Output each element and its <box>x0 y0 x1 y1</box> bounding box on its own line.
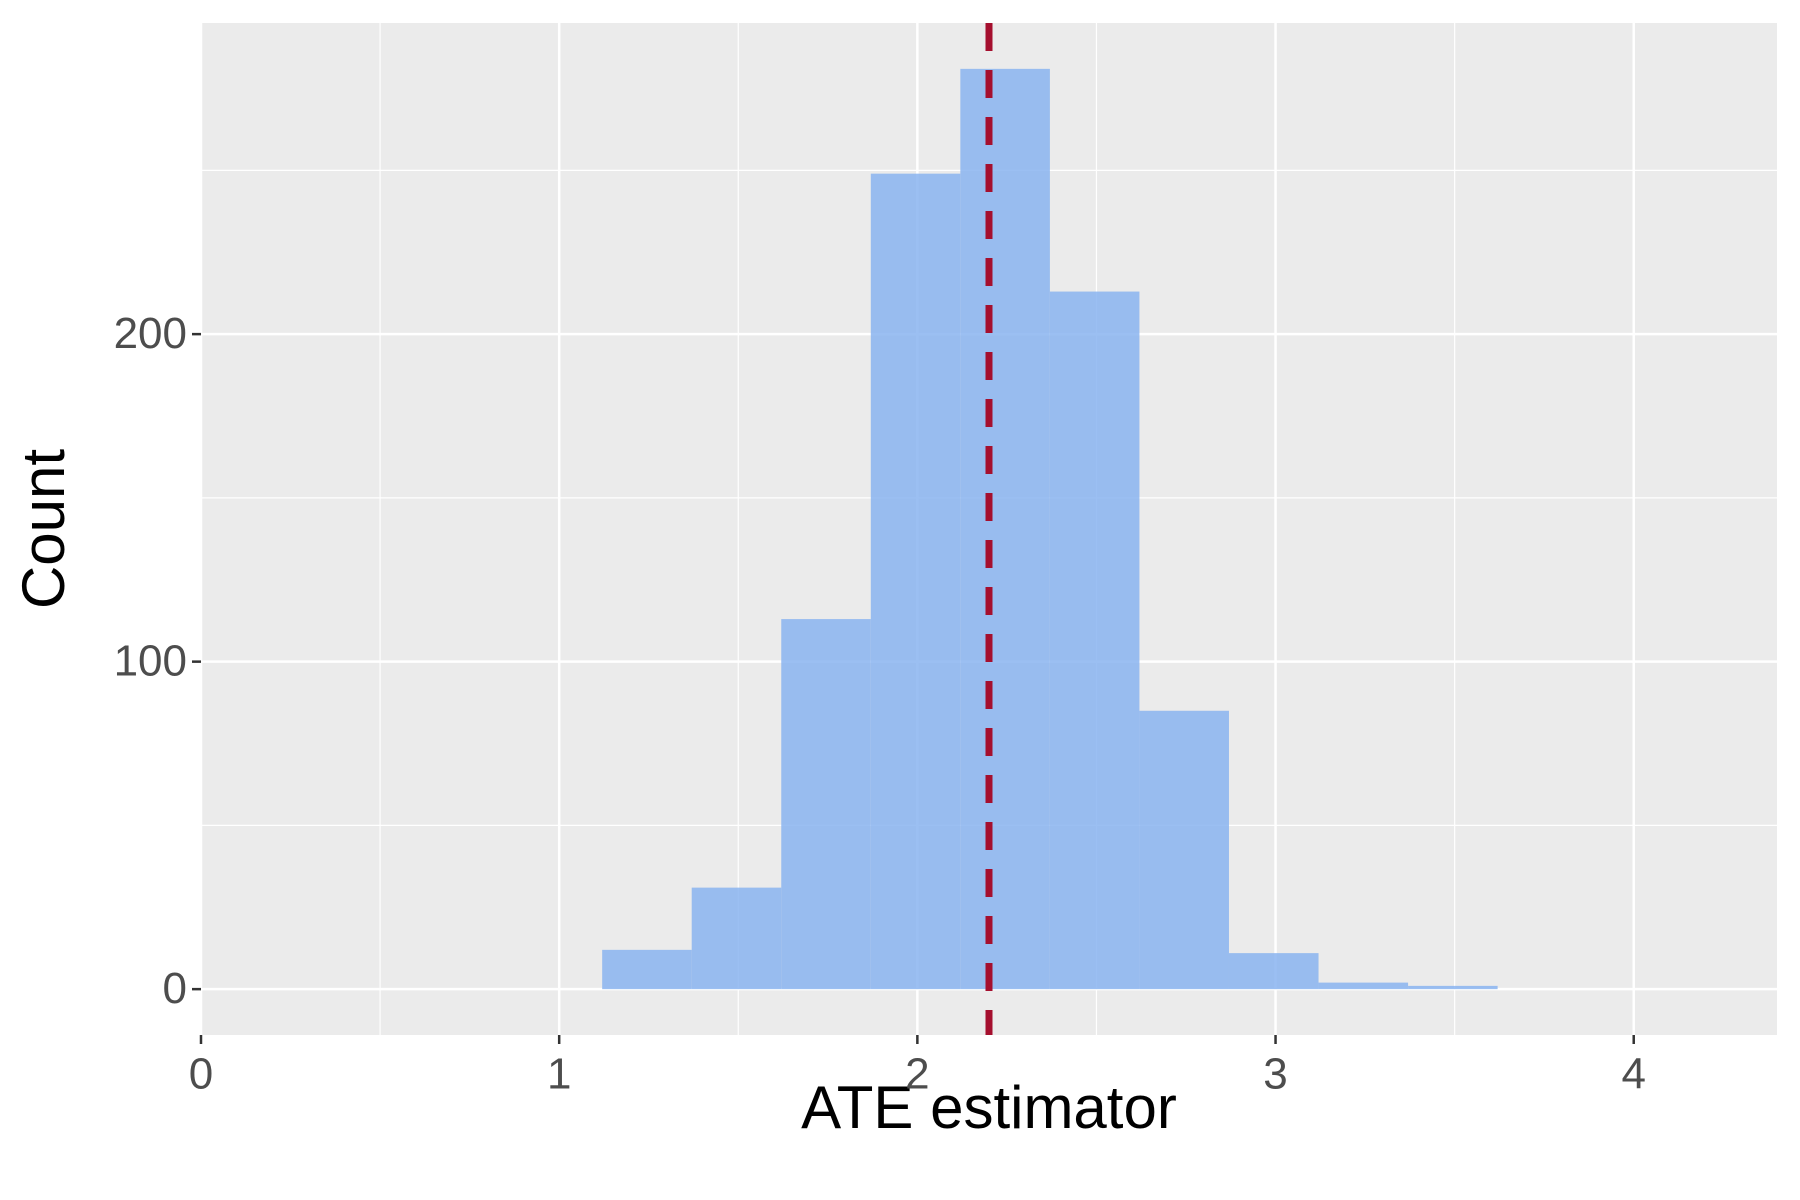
x-tick-label: 2 <box>905 1050 929 1099</box>
bar <box>691 887 782 990</box>
x-tick-label: 4 <box>1621 1050 1645 1099</box>
x-tick-label: 1 <box>547 1050 571 1099</box>
bar <box>1228 953 1319 990</box>
bar <box>1139 710 1229 990</box>
x-tick-label: 0 <box>189 1050 213 1099</box>
bar <box>1408 985 1498 990</box>
bar <box>1049 291 1140 990</box>
x-axis-title: ATE estimator <box>801 1074 1177 1141</box>
bar <box>781 619 871 990</box>
bar <box>960 68 1050 990</box>
y-axis-title: Count <box>10 449 77 609</box>
y-tick-label: 100 <box>114 636 187 685</box>
y-tick-label: 200 <box>114 309 187 358</box>
bar <box>870 173 961 990</box>
bar <box>602 949 692 990</box>
x-tick-label: 3 <box>1263 1050 1287 1099</box>
bar <box>1318 982 1409 990</box>
y-tick-label: 0 <box>163 964 187 1013</box>
